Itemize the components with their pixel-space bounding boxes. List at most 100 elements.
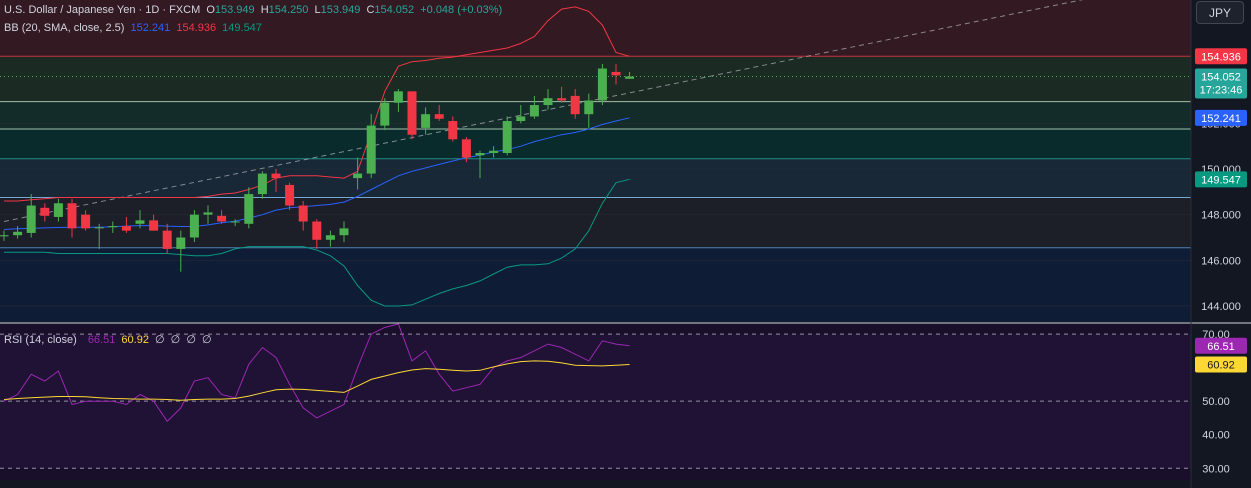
rsi-tick-label-1: 40.00 — [1202, 430, 1230, 442]
bb-mid-value: 152.241 — [130, 22, 171, 34]
candle-body — [257, 173, 267, 195]
change-value: +0.048 (+0.03%) — [420, 4, 503, 16]
open-label: O — [206, 4, 215, 16]
candle-body — [149, 220, 159, 231]
badge-rsi-bg — [1195, 337, 1247, 354]
badge-bb-upper-bg — [1195, 48, 1247, 65]
badge-bb-mid-text-0: 152.241 — [1201, 113, 1241, 125]
high-label: H — [260, 4, 269, 16]
bb-upper-value: 154.936 — [176, 22, 217, 34]
close-value: 154.052 — [374, 4, 415, 16]
candle-body — [584, 100, 594, 115]
close-label: C — [366, 4, 375, 16]
candle-body — [94, 227, 104, 229]
badge-last-price-text-0: 154.052 — [1201, 71, 1241, 83]
candle-body — [353, 173, 363, 179]
rsi-label[interactable]: RSI (14, close) — [4, 334, 77, 346]
rsi-line — [3, 323, 630, 423]
candle-body — [81, 214, 91, 229]
candle-body — [285, 184, 295, 206]
price-zone-2 — [0, 101, 1191, 130]
candle-body — [135, 220, 145, 224]
candle-body — [217, 215, 227, 222]
candle-body — [421, 114, 431, 128]
badge-last-price-text-1: 17:23:46 — [1200, 84, 1243, 96]
candle-body — [108, 226, 118, 228]
candle-body — [448, 121, 458, 140]
badge-bb-lower-bg — [1195, 171, 1247, 188]
rsi-extra-1: ∅ — [170, 334, 181, 346]
price-tick-label-2: 148.000 — [1201, 210, 1241, 222]
rsi-ma-value: 60.92 — [121, 334, 149, 346]
candle-body — [312, 221, 322, 240]
bb-upper-line — [4, 6, 630, 202]
price-zone-6 — [0, 247, 1191, 322]
badge-last-price-bg — [1195, 68, 1247, 99]
candle-body — [13, 231, 23, 236]
price-zone-4 — [0, 158, 1191, 198]
header-ohlc: U.S. Dollar / Japanese Yen · 1D · FXCM O… — [4, 4, 505, 16]
badge-bb-mid-bg — [1195, 109, 1247, 126]
candle-body — [625, 76, 635, 79]
rsi-value: 66.51 — [87, 334, 116, 346]
high-value: 154.250 — [268, 4, 309, 16]
rsi-ma-line — [3, 360, 630, 401]
candle-body — [40, 207, 50, 216]
candle-body — [434, 114, 444, 119]
candle-body — [121, 226, 131, 231]
candle-body — [407, 91, 417, 135]
rsi-extra-0: ∅ — [155, 334, 165, 346]
candle-body — [611, 71, 621, 76]
candle-body — [176, 237, 186, 249]
candle-body — [339, 228, 349, 236]
candle-body — [557, 98, 567, 101]
badge-rsi-ma-bg — [1195, 356, 1247, 373]
low-label: L — [314, 4, 321, 16]
rsi-extra-3: ∅ — [201, 334, 212, 346]
rsi-extra-2: ∅ — [186, 334, 196, 346]
bb-lower-line — [4, 178, 630, 307]
candle-body — [189, 214, 199, 238]
candle-body — [298, 205, 308, 222]
badge-rsi-ma-text-0: 60.92 — [1207, 360, 1235, 372]
currency-button[interactable]: JPY — [1196, 1, 1244, 24]
open-value: 153.949 — [214, 4, 255, 16]
candle-body — [53, 203, 63, 217]
candle-body — [502, 121, 512, 154]
candle-body — [529, 105, 539, 117]
candle-body — [67, 203, 77, 229]
price-zone-3 — [0, 129, 1191, 159]
candle-body — [162, 230, 172, 249]
candle-body — [543, 98, 553, 106]
candle-body — [230, 221, 240, 223]
badge-rsi-text-0: 66.51 — [1207, 341, 1235, 353]
low-value: 153.949 — [320, 4, 361, 16]
badge-bb-upper-text-0: 154.936 — [1201, 51, 1241, 63]
candle-body — [489, 150, 499, 154]
candle-body — [380, 102, 390, 126]
candle-body — [203, 212, 213, 215]
candle-body — [393, 91, 403, 103]
candle-body — [244, 194, 254, 224]
price-zone-1 — [0, 56, 1191, 102]
candle-body — [271, 173, 281, 179]
candle-body — [0, 235, 9, 237]
header-rsi: RSI (14, close) 66.51 60.92 ∅ ∅ ∅ ∅ — [4, 333, 215, 346]
candle-body — [570, 95, 580, 115]
bb-lower-value: 149.547 — [222, 22, 262, 34]
price-tick-label-0: 144.000 — [1201, 301, 1241, 313]
bb-label[interactable]: BB (20, SMA, close, 2.5) — [4, 22, 125, 34]
price-tick-label-1: 146.000 — [1201, 255, 1241, 267]
bb-mid-line — [3, 117, 630, 230]
rsi-tick-label-2: 50.00 — [1202, 396, 1230, 408]
symbol-title[interactable]: U.S. Dollar / Japanese Yen · 1D · FXCM — [4, 4, 201, 16]
candle-body — [366, 125, 376, 174]
price-zone-0 — [0, 0, 1191, 57]
candle-body — [516, 116, 526, 122]
rsi-tick-label-0: 30.00 — [1202, 463, 1230, 475]
badge-bb-lower-text-0: 149.547 — [1201, 174, 1241, 186]
candle-body — [26, 205, 36, 233]
candle-body — [325, 235, 335, 240]
header-bb: BB (20, SMA, close, 2.5) 152.241 154.936… — [4, 22, 265, 34]
